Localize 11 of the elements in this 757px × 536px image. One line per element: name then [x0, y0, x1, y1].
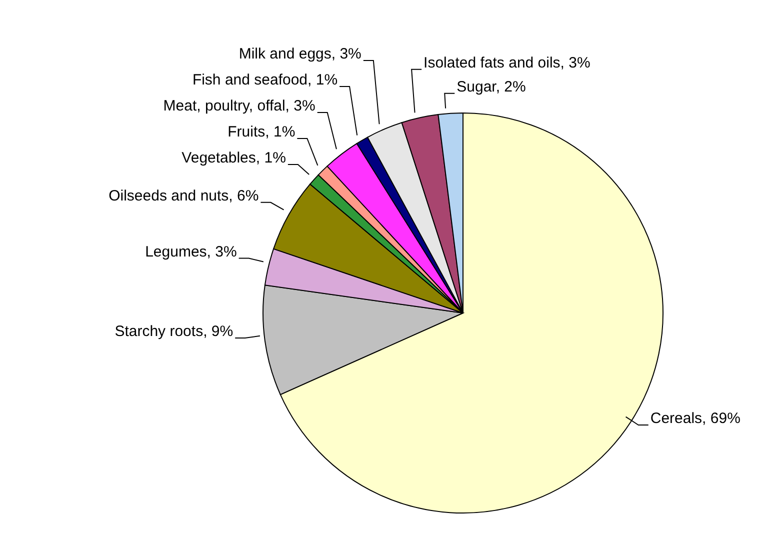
slice-label: Legumes, 3% — [145, 243, 237, 260]
slice-label: Vegetables, 1% — [182, 149, 286, 166]
slice-label: Meat, poultry, offal, 3% — [163, 97, 316, 114]
slice-label: Fish and seafood, 1% — [192, 71, 338, 88]
slice-label: Isolated fats and oils, 3% — [424, 54, 590, 72]
slice-label: Oilseeds and nuts, 6% — [108, 187, 259, 204]
slice-label: Milk and eggs, 3% — [238, 45, 362, 62]
slice-label: Starchy roots, 9% — [114, 322, 234, 340]
slice-label: Cereals, 69% — [650, 410, 740, 428]
slice-label: Fruits, 1% — [228, 123, 296, 140]
slice-label: Sugar, 2% — [456, 78, 526, 96]
